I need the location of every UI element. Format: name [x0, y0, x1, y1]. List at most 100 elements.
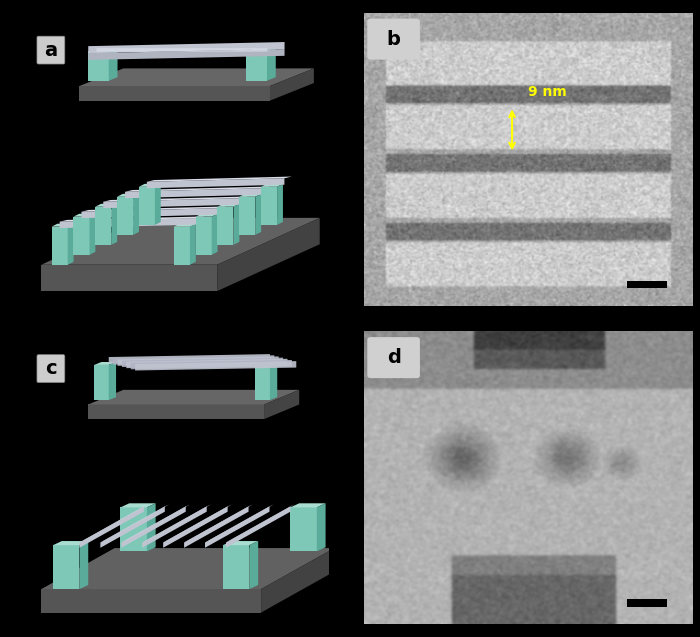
Polygon shape — [88, 49, 285, 60]
Polygon shape — [125, 187, 270, 192]
Polygon shape — [139, 184, 161, 187]
Polygon shape — [79, 506, 144, 548]
Polygon shape — [135, 361, 296, 371]
Text: c: c — [45, 359, 57, 378]
Polygon shape — [218, 207, 234, 245]
Polygon shape — [88, 404, 264, 419]
Polygon shape — [226, 506, 290, 548]
Polygon shape — [147, 178, 284, 189]
Polygon shape — [117, 194, 139, 197]
Polygon shape — [256, 194, 261, 235]
Polygon shape — [261, 548, 335, 613]
Polygon shape — [131, 360, 292, 369]
Polygon shape — [113, 355, 274, 364]
Polygon shape — [121, 505, 190, 543]
Polygon shape — [155, 184, 161, 225]
Polygon shape — [53, 541, 88, 545]
Bar — [627, 599, 666, 606]
Polygon shape — [211, 214, 218, 255]
Polygon shape — [122, 357, 283, 367]
Polygon shape — [52, 227, 68, 265]
FancyBboxPatch shape — [37, 355, 65, 382]
Polygon shape — [104, 196, 248, 202]
Polygon shape — [53, 545, 79, 589]
Bar — [627, 281, 666, 288]
Polygon shape — [52, 224, 74, 227]
Polygon shape — [218, 204, 239, 207]
Polygon shape — [249, 541, 258, 589]
Polygon shape — [223, 545, 249, 589]
Polygon shape — [95, 204, 117, 207]
Polygon shape — [277, 184, 283, 225]
Polygon shape — [184, 506, 248, 548]
Polygon shape — [60, 217, 204, 222]
Polygon shape — [88, 390, 299, 404]
Text: b: b — [386, 29, 400, 48]
Polygon shape — [94, 362, 116, 365]
Polygon shape — [74, 217, 90, 255]
Polygon shape — [88, 48, 118, 52]
Polygon shape — [81, 206, 226, 211]
Polygon shape — [79, 505, 148, 543]
Polygon shape — [256, 362, 277, 365]
Polygon shape — [79, 68, 314, 86]
Text: d: d — [386, 348, 400, 367]
Polygon shape — [120, 508, 147, 552]
Polygon shape — [256, 365, 270, 400]
Polygon shape — [108, 354, 270, 364]
Polygon shape — [100, 506, 164, 548]
Polygon shape — [90, 214, 95, 255]
Polygon shape — [79, 541, 88, 589]
Polygon shape — [100, 505, 169, 543]
Polygon shape — [60, 218, 197, 228]
Polygon shape — [111, 204, 117, 245]
Polygon shape — [68, 224, 74, 265]
Polygon shape — [121, 506, 186, 548]
Polygon shape — [163, 505, 232, 543]
Polygon shape — [94, 365, 108, 400]
Polygon shape — [74, 214, 95, 217]
FancyBboxPatch shape — [37, 36, 65, 64]
Polygon shape — [195, 217, 211, 255]
Polygon shape — [125, 189, 262, 198]
Polygon shape — [184, 505, 253, 543]
Polygon shape — [190, 224, 196, 265]
Polygon shape — [117, 197, 133, 235]
Polygon shape — [239, 194, 261, 197]
Polygon shape — [205, 506, 270, 548]
Polygon shape — [95, 207, 111, 245]
Polygon shape — [163, 506, 228, 548]
Polygon shape — [290, 503, 326, 508]
Polygon shape — [270, 68, 314, 101]
Text: 9 nm: 9 nm — [528, 85, 567, 99]
Polygon shape — [120, 503, 155, 508]
Polygon shape — [290, 508, 317, 552]
Polygon shape — [246, 48, 276, 52]
Polygon shape — [147, 176, 292, 182]
Polygon shape — [205, 505, 274, 543]
Polygon shape — [41, 218, 320, 265]
Polygon shape — [79, 86, 270, 101]
Polygon shape — [261, 184, 283, 187]
Polygon shape — [239, 197, 255, 235]
Polygon shape — [270, 362, 277, 400]
Polygon shape — [41, 548, 335, 589]
FancyBboxPatch shape — [368, 18, 420, 60]
Polygon shape — [195, 214, 218, 217]
Text: a: a — [44, 41, 57, 60]
Polygon shape — [264, 390, 299, 419]
Polygon shape — [142, 506, 206, 548]
Polygon shape — [41, 265, 217, 291]
Polygon shape — [88, 52, 108, 81]
Polygon shape — [147, 503, 155, 552]
Polygon shape — [317, 503, 326, 552]
FancyBboxPatch shape — [97, 48, 267, 52]
Polygon shape — [139, 187, 155, 225]
Polygon shape — [174, 224, 196, 227]
Polygon shape — [81, 208, 219, 218]
Polygon shape — [108, 362, 116, 400]
Polygon shape — [246, 52, 267, 81]
Polygon shape — [88, 42, 285, 53]
Polygon shape — [41, 589, 261, 613]
Polygon shape — [174, 227, 190, 265]
